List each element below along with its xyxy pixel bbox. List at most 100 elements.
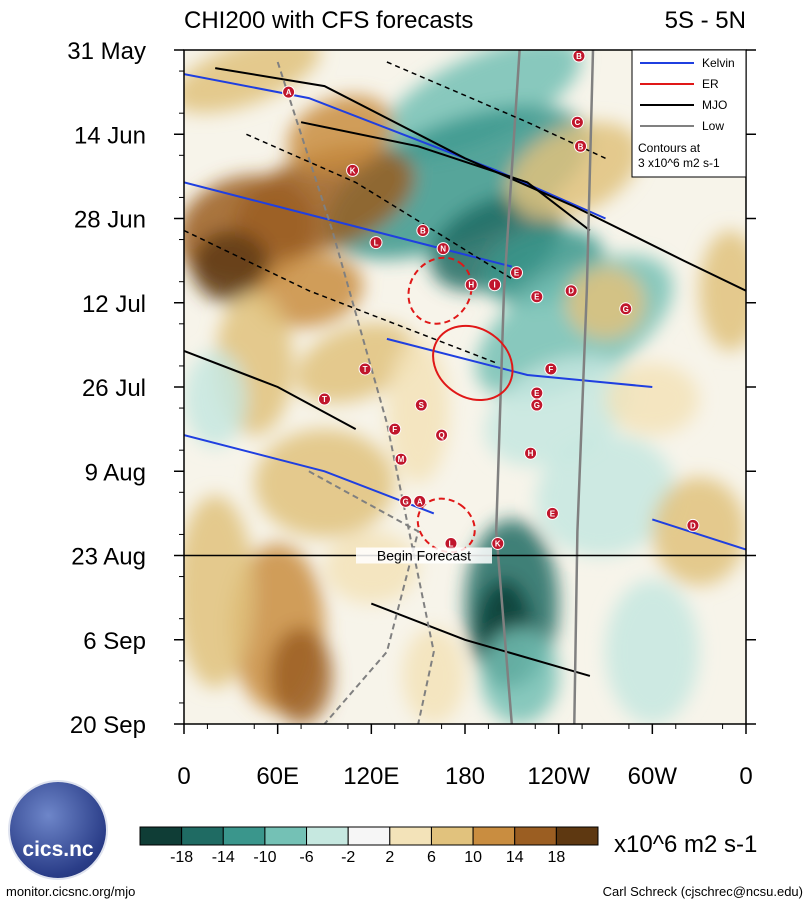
storm-letter: D: [568, 287, 574, 296]
colorbar-swatch: [472, 826, 516, 846]
storm-icon: [530, 290, 544, 304]
storm-letter: B: [420, 227, 426, 236]
colorbar-swatch: [514, 826, 557, 846]
storm-icon: [464, 278, 478, 292]
kelvin-contour: [184, 181, 513, 268]
forecast-label: Begin Forecast: [377, 548, 471, 564]
anomaly-patch: [605, 362, 700, 436]
storm-marker: T: [318, 392, 331, 406]
anomaly-patch: [699, 230, 746, 351]
colorbar-swatch: [389, 826, 432, 846]
y-tick-label: 14 Jun: [74, 122, 146, 149]
storm-marker: S: [414, 398, 428, 412]
storm-letter: H: [468, 281, 474, 290]
storm-marker: D: [686, 518, 700, 532]
kelvin-contour: [184, 73, 606, 220]
colorbar-unit-label: x10^6 m2 s-1: [614, 831, 757, 858]
storm-letter: E: [514, 269, 520, 278]
mjo-contour: [300, 121, 591, 232]
storm-letter: N: [440, 245, 446, 254]
y-tick-label: 6 Sep: [83, 628, 146, 655]
legend-label-er: ER: [702, 77, 719, 91]
anomaly-patch: [295, 322, 416, 404]
low-contour: [494, 50, 521, 724]
anomaly-patch: [287, 95, 393, 173]
y-tick-label: 20 Sep: [70, 712, 146, 739]
storm-letter: K: [495, 539, 501, 548]
y-tick-label: 9 Aug: [85, 459, 146, 486]
low-contour: [573, 50, 595, 724]
anomaly-patch: [480, 627, 559, 724]
storm-icon: [574, 139, 588, 153]
er-contour: [416, 497, 476, 554]
storm-letter: H: [528, 449, 534, 458]
er-contour: [432, 324, 514, 402]
storm-icon: [570, 115, 584, 129]
x-tick-label: 180: [445, 763, 485, 790]
anomaly-patch: [379, 50, 582, 159]
storm-letter: G: [623, 305, 629, 314]
storm-letter: E: [550, 509, 556, 518]
storm-marker: K: [346, 163, 360, 177]
colorbar-tick-label: -18: [170, 849, 193, 866]
colorbar-tick-label: 2: [385, 849, 394, 866]
storm-icon: [530, 398, 544, 412]
y-axis: 31 May 14 Jun 28 Jun 12 Jul 26 Jul 9 Aug 23 Au…: [67, 38, 756, 739]
storm-icon: [545, 506, 559, 520]
colorbar-swatch: [139, 826, 183, 846]
storm-letter: E: [534, 389, 540, 398]
storm-marker: I: [488, 278, 502, 292]
anomaly-patch: [566, 266, 645, 339]
x-tick-label: 0: [177, 763, 190, 790]
kelvin-contour: [651, 518, 746, 551]
legend-contour-note: 3 x10^6 m2 s-1: [638, 156, 720, 170]
y-tick-label: 23 Aug: [71, 544, 146, 571]
anomaly-patch: [254, 429, 395, 538]
storm-icon: [491, 536, 505, 550]
storm-icon: [619, 302, 633, 316]
low-contour: [276, 61, 435, 724]
er-contour: [407, 256, 473, 325]
anomaly-patch: [184, 495, 255, 688]
anomaly-patch: [324, 105, 590, 260]
storm-marker: N: [436, 242, 450, 256]
storm-letter: M: [398, 455, 405, 464]
y-tick-label: 28 Jun: [74, 207, 146, 234]
anomaly-patch: [184, 350, 247, 448]
wave-contours: [184, 50, 746, 724]
storm-marker: E: [510, 266, 524, 280]
colorbar-tick-label: 10: [464, 849, 482, 866]
legend-label-kelvin: Kelvin: [702, 56, 735, 70]
anomaly-patch: [402, 627, 465, 724]
storm-marker: E: [530, 386, 544, 400]
storm-icon: [510, 266, 524, 280]
storm-marker: H: [524, 446, 538, 460]
storm-marker: A: [413, 494, 427, 508]
x-tick-label: 0: [739, 763, 752, 790]
storm-letter: B: [578, 142, 584, 151]
logo-text: cics.nc: [22, 838, 94, 861]
colorbar-tick-label: -10: [253, 849, 276, 866]
storm-marker: K: [491, 536, 505, 550]
colorbar-tick-label: -14: [212, 849, 235, 866]
x-tick-label: 60W: [628, 763, 678, 790]
negative-contour: [184, 229, 497, 364]
storm-letter: K: [350, 166, 356, 175]
storm-icon: [394, 452, 408, 466]
colorbar: -18 -14 -10 -6 -2 2 6 10 14 18: [139, 826, 599, 866]
storm-letter: E: [534, 293, 540, 302]
storm-letter: D: [690, 521, 696, 530]
anomaly-patch: [324, 531, 419, 604]
mjo-contour: [215, 67, 746, 292]
colorbar-swatch: [430, 826, 474, 846]
forecast-marker: Begin Forecast: [184, 547, 746, 564]
storm-icon: [399, 494, 413, 508]
storm-letter: C: [575, 118, 581, 127]
storm-marker: M: [394, 452, 408, 466]
storm-letter: Q: [438, 431, 444, 440]
storm-marker: C: [570, 115, 584, 129]
storm-letter: S: [419, 401, 425, 410]
storm-letter: L: [449, 539, 454, 548]
cicsnc-logo: cics.nc: [8, 780, 108, 880]
